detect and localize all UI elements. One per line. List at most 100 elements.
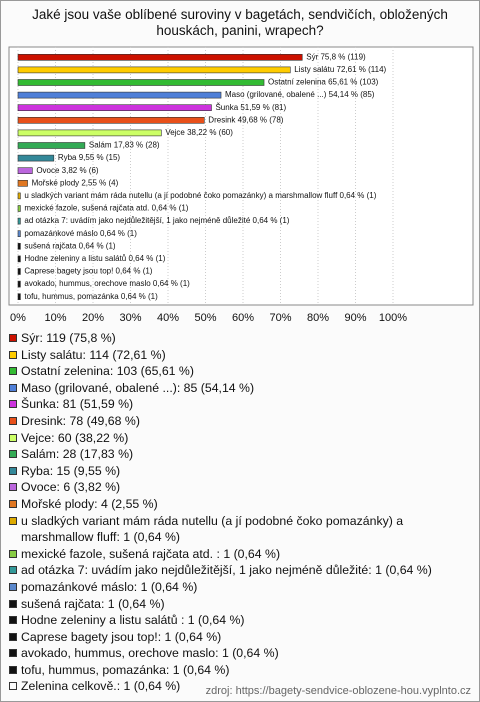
legend-item: Hodne zeleniny a listu salátů : 1 (0,64 … [9, 612, 471, 629]
legend-swatch [9, 483, 17, 492]
bar-label: Salám 17,83 % (28) [89, 141, 160, 150]
x-tick-label: 10% [44, 312, 66, 324]
x-tick-label: 80% [307, 312, 329, 324]
bar [17, 91, 222, 99]
legend-swatch [9, 416, 17, 425]
bar-label: Dresink 49,68 % (78) [208, 115, 283, 124]
legend-swatch [9, 466, 17, 475]
legend-swatch [9, 616, 17, 625]
chart-title: Jaké jsou vaše oblíbené suroviny v baget… [32, 7, 448, 38]
legend-label: Maso (grilované, obalené ...): 85 (54,14… [21, 380, 255, 395]
bar [17, 255, 21, 263]
bar [17, 217, 21, 225]
legend-swatch [9, 516, 17, 525]
legend-swatch [9, 400, 17, 409]
x-tick-label: 100% [379, 312, 407, 324]
legend-item: Caprese bagety jsou top!: 1 (0,64 %) [9, 629, 471, 646]
bar [17, 243, 21, 250]
bar [17, 280, 21, 288]
legend: Sýr: 119 (75,8 %) Listy salátu: 114 (72,6… [9, 330, 471, 695]
legend-swatch [9, 649, 17, 658]
bar [17, 129, 162, 137]
legend-swatch [9, 632, 17, 641]
bar [17, 167, 33, 174]
legend-label: Šunka: 81 (51,59 %) [21, 397, 134, 412]
bar-label: Šunka 51,59 % (81) [215, 103, 286, 112]
legend-item: Ostatní zelenina: 103 (65,61 %) [9, 363, 471, 380]
bar-label: tofu, hummus, pomazánka 0,64 % (1) [24, 292, 158, 301]
bar-label: mexické fazole, sušená rajčata atd. 0,64… [24, 204, 188, 213]
legend-swatch [9, 383, 17, 392]
legend-swatch [9, 450, 17, 459]
legend-label: Hodne zeleniny a listu salátů : 1 (0,64 … [21, 613, 245, 628]
bar [17, 142, 86, 149]
legend-item: Sýr: 119 (75,8 %) [9, 330, 471, 347]
legend-label: pomazánkové máslo: 1 (0,64 %) [21, 579, 198, 594]
bar-label: Ovoce 3,82 % (6) [36, 166, 99, 175]
bar [17, 230, 21, 237]
bar-label: Vejce 38,22 % (60) [165, 128, 233, 137]
bar-label: pomazánkové máslo 0,64 % (1) [24, 229, 137, 238]
legend-swatch [9, 367, 17, 376]
plot-area [8, 46, 474, 306]
legend-label: ad otázka 7: uvádím jako nejdůležitější,… [21, 563, 432, 578]
bar-label: Sýr 75,8 % (119) [306, 52, 366, 61]
x-tick-label: 40% [157, 312, 179, 324]
bar-label: Caprese bagety jsou top! 0,64 % (1) [24, 267, 152, 276]
source: zdroj: https://bagety-sendvice-oblozene-… [205, 685, 471, 697]
x-tick-label: 30% [119, 312, 141, 324]
legend-label: tofu, hummus, pomazánka: 1 (0,64 %) [21, 662, 230, 677]
legend-item: pomazánkové máslo: 1 (0,64 %) [9, 579, 471, 596]
legend-item: Dresink: 78 (49,68 %) [9, 413, 471, 430]
bar [17, 79, 265, 86]
bar-label: u sladkých variant mám ráda nutellu (a j… [24, 191, 376, 200]
bar [17, 117, 205, 124]
bar [17, 53, 303, 61]
bar-label: Hodne zeleniny a listu salátů 0,64 % (1) [24, 254, 165, 263]
legend-item: tofu, hummus, pomazánka: 1 (0,64 %) [9, 662, 471, 679]
legend-label: Ovoce: 6 (3,82 %) [21, 480, 121, 495]
x-tick-label: 90% [344, 312, 366, 324]
legend-item: avokado, hummus, orechove maslo: 1 (0,64… [9, 645, 471, 662]
bar-label: Listy salátu 72,61 % (114) [294, 65, 386, 74]
legend-item: Zelenina celkově.: 1 (0,64 %) [9, 678, 471, 695]
bar-label: ad otázka 7: uvádím jako nejdůležitější,… [24, 216, 289, 225]
legend-label: sušená rajčata: 1 (0,64 %) [21, 596, 165, 611]
x-tick-label: 50% [194, 312, 216, 324]
legend-label: mexické fazole, sušená rajčata atd. : 1 … [21, 546, 281, 561]
bar-label: avokado, hummus, orechove maslo 0,64 % (… [24, 279, 190, 288]
legend-label: Caprese bagety jsou top!: 1 (0,64 %) [21, 629, 222, 644]
legend-swatch [9, 350, 17, 359]
legend-item: sušená rajčata: 1 (0,64 %) [9, 596, 471, 613]
legend-swatch [9, 549, 17, 558]
legend-item: Vejce: 60 (38,22 %) [9, 430, 471, 447]
bar [17, 180, 28, 187]
legend-label: Ostatní zelenina: 103 (65,61 %) [21, 364, 194, 379]
legend-swatch [9, 582, 17, 591]
legend-label: Mořské plody: 4 (2,55 %) [21, 496, 158, 511]
legend-swatch [9, 665, 17, 674]
bar-label: Maso (grilované, obalené ...) 54,14 % (8… [225, 90, 375, 99]
x-tick-label: 70% [269, 312, 291, 324]
legend-label: Sýr: 119 (75,8 %) [21, 331, 116, 345]
legend-item: Salám: 28 (17,83 %) [9, 446, 471, 463]
legend-item: Ryba: 15 (9,55 %) [9, 463, 471, 480]
bar [17, 104, 212, 111]
x-tick-label: 0% [10, 312, 26, 324]
x-tick-label: 20% [82, 312, 104, 324]
legend-swatch [9, 499, 17, 508]
legend-label: u sladkých variant mám ráda nutellu (a j… [21, 513, 404, 545]
legend-swatch [9, 433, 17, 442]
legend-item: u sladkých variant mám ráda nutellu (a j… [9, 513, 471, 546]
bar-label: sušená rajčata 0,64 % (1) [24, 241, 115, 250]
bar [17, 293, 21, 301]
legend-swatch [9, 682, 17, 691]
plot: 0% 10% 20% 30% 40% 50% 60% 70% 80% 90% 100% Sýr 75,… [8, 46, 474, 324]
legend-item: Maso (grilované, obalené ...): 85 (54,14… [9, 380, 471, 397]
bar-label: Mořské plody 2,55 % (4) [32, 178, 119, 187]
legend-label: Salám: 28 (17,83 %) [21, 447, 134, 462]
bar [17, 66, 291, 74]
legend-item: ad otázka 7: uvádím jako nejdůležitější,… [9, 562, 471, 579]
x-tick-label: 60% [232, 312, 254, 324]
